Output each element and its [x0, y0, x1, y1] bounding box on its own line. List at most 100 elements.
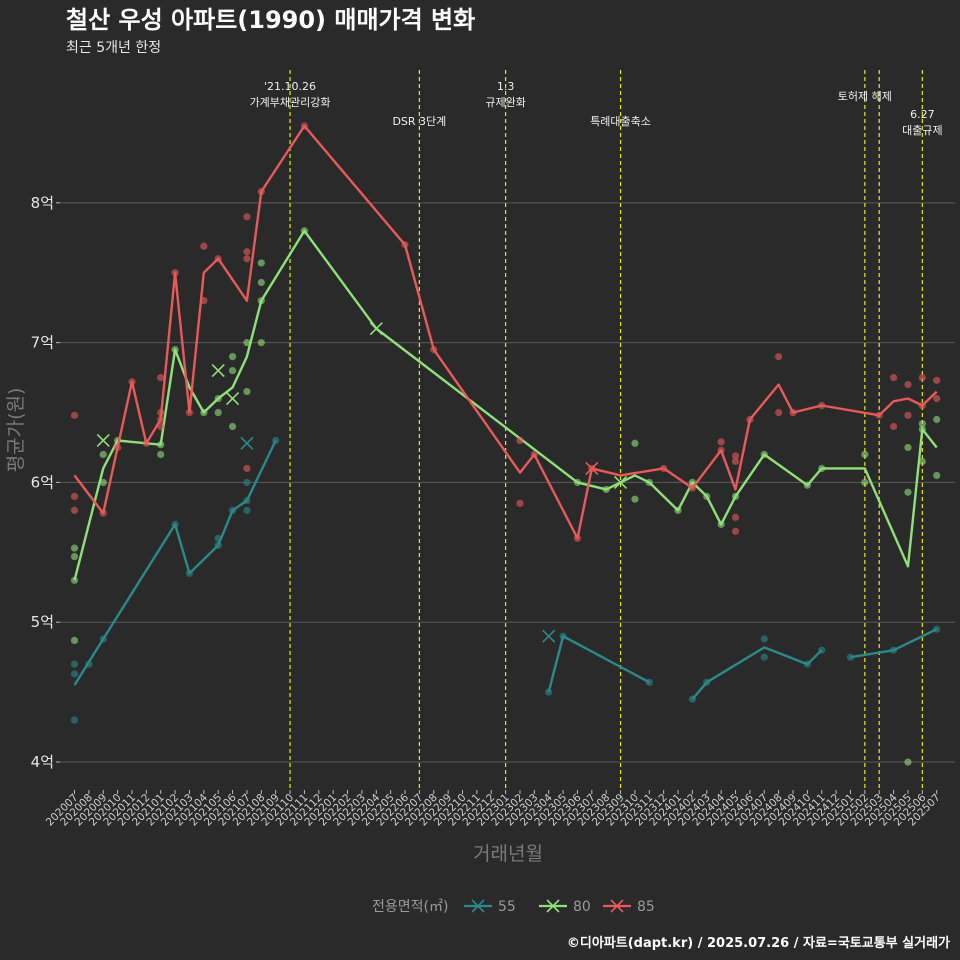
legend-title: 전용면적(㎡) — [372, 899, 448, 915]
data-point — [243, 339, 251, 347]
data-point — [889, 422, 898, 431]
data-point — [760, 635, 768, 643]
data-point — [228, 353, 237, 361]
event-label: 가계부채관리강화 — [250, 96, 331, 109]
data-point — [243, 387, 251, 396]
data-point — [933, 415, 941, 424]
event-label: 특례대출축소 — [590, 115, 651, 128]
legend-item-80: 80 — [539, 899, 591, 915]
event-label: DSR 3단계 — [392, 115, 446, 128]
data-point — [861, 478, 869, 487]
series-line — [73, 124, 938, 540]
data-point — [918, 420, 926, 428]
data-point — [70, 660, 79, 668]
data-point — [243, 478, 251, 487]
legend-swatch-cross — [546, 899, 560, 913]
data-point — [731, 527, 740, 535]
cross-marker — [240, 436, 254, 450]
y-tick-label: 6억 — [31, 473, 54, 491]
event-label: 6.27 — [910, 108, 935, 121]
data-point — [228, 422, 237, 431]
data-point — [99, 450, 107, 459]
data-point — [731, 452, 740, 460]
data-point — [70, 716, 79, 724]
legend-item-55: 55 — [464, 899, 516, 915]
data-point — [631, 495, 639, 503]
data-point — [243, 255, 251, 263]
data-point — [257, 259, 265, 267]
data-point — [157, 373, 165, 382]
series-layer — [70, 122, 941, 766]
data-point — [70, 492, 79, 501]
data-point — [257, 339, 265, 347]
data-point — [157, 450, 165, 459]
data-point — [933, 376, 941, 384]
series-line — [73, 439, 277, 686]
legend: 전용면적(㎡) 55 80 85 — [372, 899, 655, 915]
data-point — [717, 438, 725, 446]
grid-layer — [56, 202, 955, 794]
y-tick-label: 4억 — [31, 753, 54, 771]
y-tick-label: 5억 — [31, 613, 54, 631]
data-point — [904, 488, 912, 496]
data-point — [904, 758, 912, 766]
data-point — [214, 408, 222, 417]
data-point — [775, 408, 783, 417]
data-point — [243, 506, 251, 514]
event-label: 규제완화 — [485, 96, 525, 109]
event-label: 1.3 — [497, 80, 515, 93]
data-point — [99, 478, 107, 487]
data-point — [70, 506, 79, 514]
data-point — [70, 411, 79, 419]
legend-swatch-cross — [471, 899, 485, 913]
y-axis-title: 평균가(원) — [5, 388, 27, 473]
data-point — [545, 688, 553, 696]
cross-marker — [613, 475, 628, 489]
data-point — [70, 636, 79, 645]
series-line — [850, 628, 938, 659]
legend-swatch-cross — [610, 899, 624, 913]
legend-label: 80 — [573, 899, 591, 915]
cross-marker — [369, 322, 383, 336]
x-tick-labels: 2020072020082020092020102020112020122021… — [44, 791, 943, 828]
cross-marker — [226, 391, 240, 406]
data-point — [731, 513, 740, 521]
x-axis-title: 거래년월 — [473, 843, 543, 865]
cross-marker — [542, 629, 556, 643]
event-label: 토허제 해제 — [838, 89, 892, 103]
data-point — [70, 552, 79, 561]
data-point — [846, 653, 855, 661]
data-point — [200, 242, 208, 250]
data-point — [918, 373, 926, 382]
data-point — [243, 213, 251, 221]
data-point — [243, 464, 251, 473]
data-point — [257, 278, 265, 287]
data-point — [70, 544, 79, 552]
series-85 — [70, 122, 941, 542]
chart-caption: ©디아파트(dapt.kr) / 2025.07.26 / 자료=국토교통부 실… — [567, 935, 950, 951]
data-point — [228, 366, 237, 375]
y-tick-label: 7억 — [31, 334, 54, 352]
data-point — [70, 670, 79, 678]
legend-label: 85 — [637, 899, 655, 915]
chart-subtitle: 최근 5개년 한정 — [66, 40, 161, 56]
data-point — [516, 436, 524, 445]
data-point — [243, 248, 251, 256]
series-line — [691, 646, 823, 700]
y-tick-labels: 4억 5억 6억 7억 8억 — [31, 194, 54, 771]
data-point — [889, 373, 898, 382]
legend-item-85: 85 — [603, 899, 655, 915]
chart-title: 철산 우성 아파트(1990) 매매가격 변화 — [66, 6, 475, 34]
cross-marker — [211, 364, 225, 378]
legend-label: 55 — [498, 899, 516, 915]
data-point — [775, 353, 783, 361]
data-point — [516, 499, 524, 507]
y-tick-label: 8억 — [31, 194, 54, 212]
data-point — [861, 450, 869, 459]
series-line — [547, 635, 650, 693]
data-point — [933, 394, 941, 403]
cross-marker — [585, 461, 599, 476]
event-label: '21.10.26 — [264, 80, 316, 93]
data-point — [731, 457, 740, 466]
